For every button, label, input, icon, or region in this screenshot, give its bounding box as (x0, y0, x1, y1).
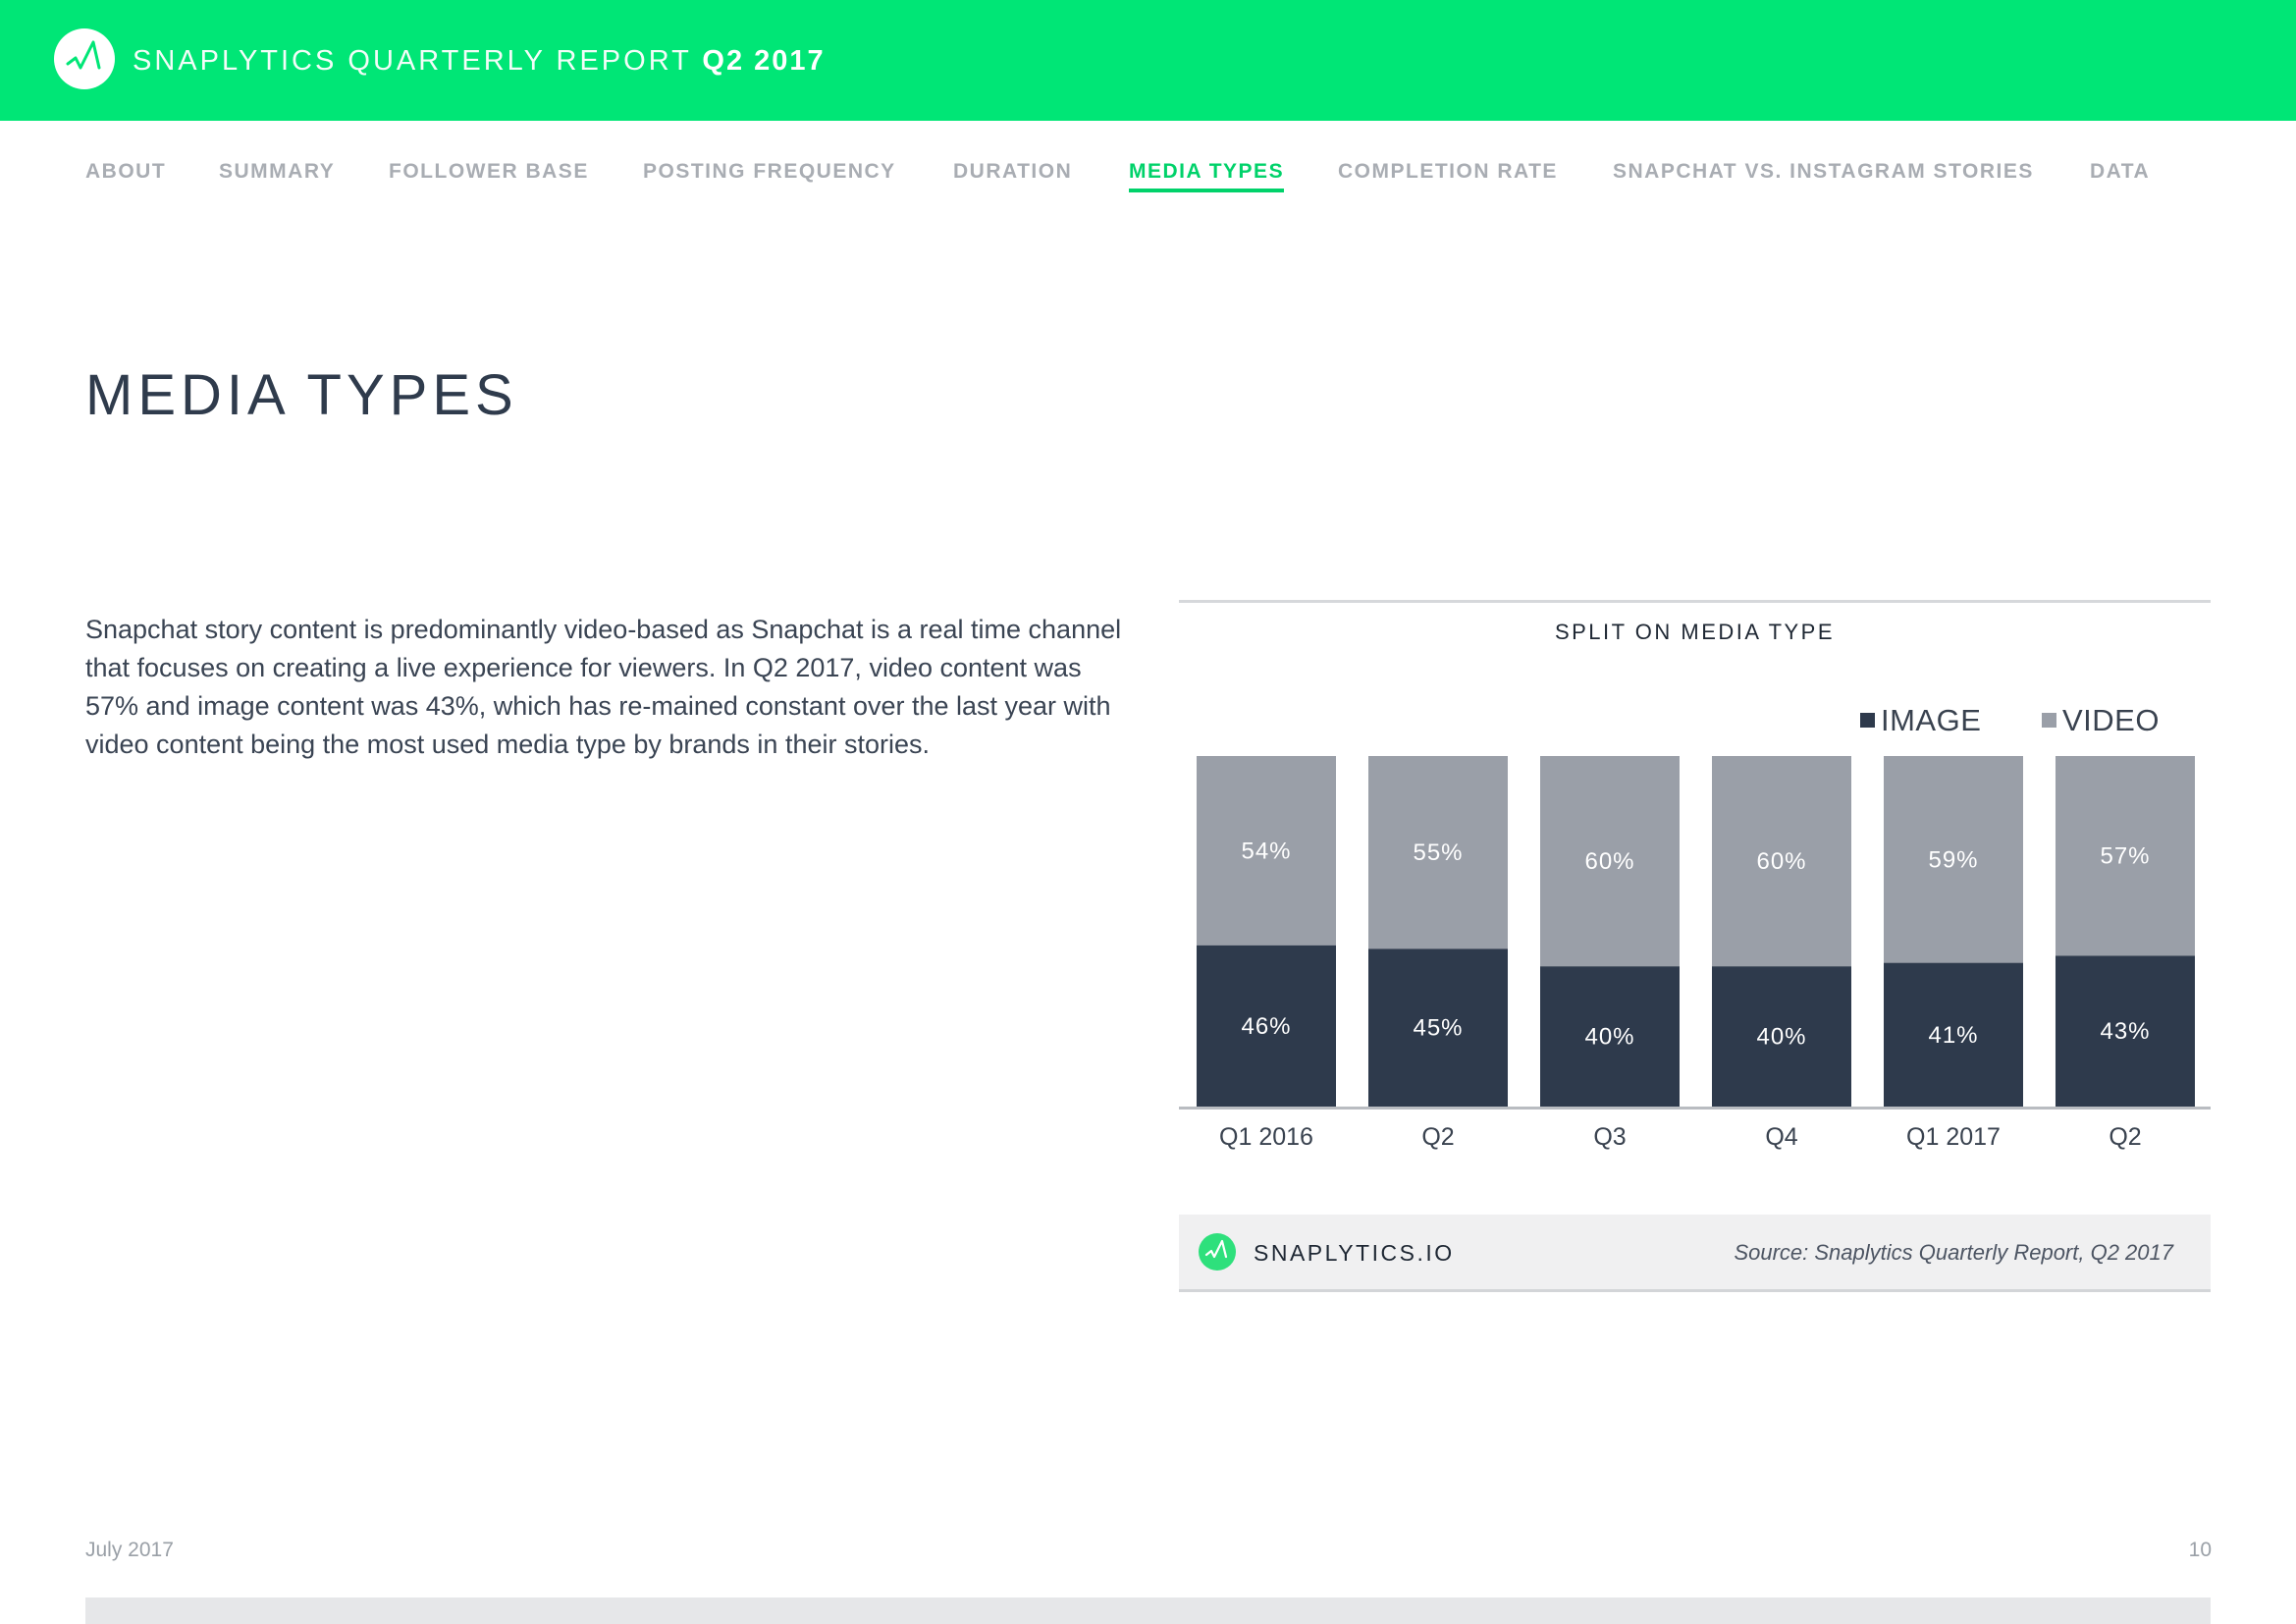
bar-image-4 (1884, 962, 2023, 1107)
footer-source: Source: Snaplytics Quarterly Report, Q2 … (1734, 1240, 2173, 1265)
data-label-video-0: 54% (1241, 838, 1291, 864)
x-tick-label-4: Q1 2017 (1906, 1123, 2001, 1151)
bar-video-1 (1368, 756, 1508, 949)
stacked-bar-chart: 54% 46% Q1 2016 55% 45% Q2 60% 40% Q3 60% 40% Q4 59%… (1179, 756, 2211, 1151)
data-label-image-3: 40% (1756, 1024, 1806, 1051)
page-date: July 2017 (85, 1539, 174, 1561)
bar-video-0 (1197, 756, 1336, 946)
header-bar: SNAPLYTICS QUARTERLY REPORT Q2 2017 (0, 0, 2296, 121)
nav-item-about[interactable]: ABOUT (85, 160, 167, 183)
x-tick-label-2: Q3 (1593, 1123, 1626, 1151)
report-title: SNAPLYTICS QUARTERLY REPORT Q2 2017 (133, 43, 826, 79)
bottom-strip (85, 1597, 2211, 1624)
chart-top-divider (1179, 600, 2211, 603)
data-label-image-2: 40% (1584, 1024, 1634, 1051)
data-label-video-4: 59% (1928, 846, 1978, 873)
data-label-image-4: 41% (1928, 1022, 1978, 1049)
nav-item-summary[interactable]: SUMMARY (219, 160, 336, 183)
nav-item-follower-base[interactable]: FOLLOWER BASE (389, 160, 589, 183)
snaplytics-logo-icon[interactable] (54, 28, 115, 89)
report-title-quarter: Q2 2017 (702, 45, 826, 77)
bar-video-4 (1884, 756, 2023, 963)
data-label-video-2: 60% (1584, 848, 1634, 875)
body-paragraph: Snapchat story content is predominantly … (85, 615, 1122, 759)
data-label-video-3: 60% (1756, 848, 1806, 875)
page-number: 10 (2188, 1539, 2212, 1561)
page-title: MEDIA TYPES (85, 363, 518, 427)
chart-footer: SNAPLYTICS.IO Source: Snaplytics Quarter… (1179, 1215, 2211, 1292)
data-label-image-1: 45% (1413, 1015, 1463, 1042)
bar-image-5 (2056, 955, 2195, 1107)
data-label-image-5: 43% (2100, 1018, 2150, 1045)
legend-swatch-image (1860, 713, 1875, 728)
nav-item-media-types[interactable]: MEDIA TYPES (1129, 157, 1285, 192)
data-label-video-1: 55% (1413, 839, 1463, 866)
legend-label-image: IMAGE (1881, 703, 1982, 737)
snaplytics-logo-icon[interactable] (1199, 1233, 1236, 1271)
bar-image-0 (1197, 945, 1336, 1107)
bar-image-3 (1712, 966, 1851, 1107)
data-label-video-5: 57% (2100, 843, 2150, 870)
bar-video-5 (2056, 756, 2195, 956)
section-nav: ABOUT SUMMARY FOLLOWER BASE POSTING FREQ… (0, 157, 2296, 196)
chart-title: SPLIT ON MEDIA TYPE (1554, 620, 1836, 644)
nav-item-snapchat-vs-instagram[interactable]: SNAPCHAT VS. INSTAGRAM STORIES (1613, 160, 2034, 183)
x-tick-label-3: Q4 (1765, 1123, 1797, 1151)
bar-video-2 (1540, 756, 1680, 967)
x-tick-label-5: Q2 (2109, 1123, 2141, 1151)
nav-item-completion-rate[interactable]: COMPLETION RATE (1338, 160, 1558, 183)
legend-label-video: VIDEO (2062, 703, 2160, 737)
nav-item-duration[interactable]: DURATION (953, 160, 1073, 183)
nav-item-data[interactable]: DATA (2090, 160, 2151, 183)
report-title-text: SNAPLYTICS QUARTERLY REPORT (133, 45, 692, 77)
x-tick-label-0: Q1 2016 (1219, 1123, 1313, 1151)
bar-video-3 (1712, 756, 1851, 967)
x-tick-label-1: Q2 (1421, 1123, 1454, 1151)
footer-brand[interactable]: SNAPLYTICS.IO (1254, 1240, 1455, 1266)
bar-image-2 (1540, 966, 1680, 1107)
data-label-image-0: 46% (1241, 1013, 1291, 1040)
nav-item-posting-frequency[interactable]: POSTING FREQUENCY (643, 160, 896, 183)
legend-swatch-video (2042, 713, 2056, 728)
bar-image-1 (1368, 948, 1508, 1107)
